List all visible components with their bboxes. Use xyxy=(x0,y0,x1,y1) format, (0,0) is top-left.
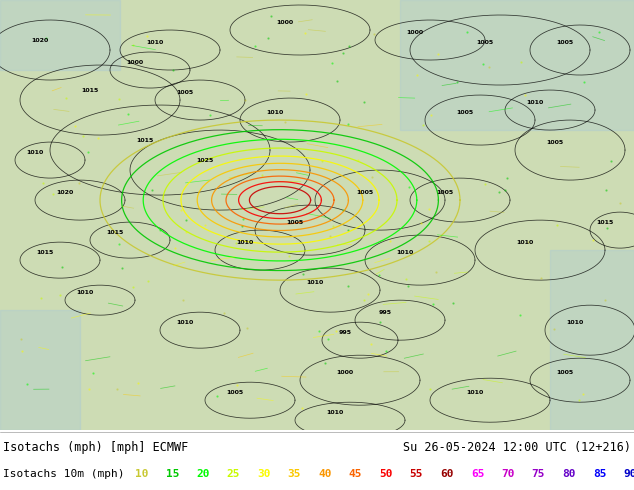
Text: 1010: 1010 xyxy=(266,110,283,115)
Text: 1000: 1000 xyxy=(406,29,424,34)
Text: 1005: 1005 xyxy=(456,110,474,115)
Text: 1005: 1005 xyxy=(476,40,494,45)
Text: 1010: 1010 xyxy=(27,149,44,154)
Text: 1000: 1000 xyxy=(126,59,143,65)
Text: 1005: 1005 xyxy=(287,220,304,224)
Text: 1010: 1010 xyxy=(306,280,323,285)
Text: 20: 20 xyxy=(197,469,210,479)
Text: 1015: 1015 xyxy=(597,220,614,224)
Bar xyxy=(0,0,120,70)
Text: 1005: 1005 xyxy=(547,140,564,145)
Text: 1025: 1025 xyxy=(197,158,214,163)
Text: 995: 995 xyxy=(378,310,392,315)
Text: 1020: 1020 xyxy=(31,38,49,43)
Text: 70: 70 xyxy=(501,469,515,479)
Text: 1005: 1005 xyxy=(176,90,193,95)
Text: Isotachs (mph) [mph] ECMWF: Isotachs (mph) [mph] ECMWF xyxy=(3,441,188,454)
Text: 1015: 1015 xyxy=(36,249,54,255)
Text: 1005: 1005 xyxy=(557,369,574,375)
Text: Su 26-05-2024 12:00 UTC (12+216): Su 26-05-2024 12:00 UTC (12+216) xyxy=(403,441,631,454)
Text: 75: 75 xyxy=(532,469,545,479)
Text: 10: 10 xyxy=(135,469,149,479)
Text: 1015: 1015 xyxy=(136,138,153,143)
Text: 1010: 1010 xyxy=(176,319,193,325)
Text: 1010: 1010 xyxy=(146,40,164,45)
Text: 60: 60 xyxy=(440,469,454,479)
Text: 1010: 1010 xyxy=(516,240,534,245)
Text: 1010: 1010 xyxy=(76,290,94,294)
Text: Isotachs 10m (mph): Isotachs 10m (mph) xyxy=(3,469,124,479)
Text: 90: 90 xyxy=(623,469,634,479)
Text: 1000: 1000 xyxy=(276,20,294,25)
Text: 1010: 1010 xyxy=(396,249,413,255)
Text: 1010: 1010 xyxy=(236,240,254,245)
Text: 1005: 1005 xyxy=(557,40,574,45)
Text: 30: 30 xyxy=(257,469,271,479)
Text: 1010: 1010 xyxy=(467,390,484,395)
Text: 35: 35 xyxy=(288,469,301,479)
Text: 995: 995 xyxy=(339,330,352,335)
Text: 1005: 1005 xyxy=(356,190,373,195)
Text: 65: 65 xyxy=(471,469,484,479)
Text: 45: 45 xyxy=(349,469,362,479)
Text: 1020: 1020 xyxy=(56,190,74,195)
Text: 1005: 1005 xyxy=(226,390,243,395)
Text: 80: 80 xyxy=(562,469,576,479)
Text: 1000: 1000 xyxy=(337,369,354,375)
Text: 40: 40 xyxy=(318,469,332,479)
Text: 85: 85 xyxy=(593,469,606,479)
Text: 50: 50 xyxy=(379,469,392,479)
Text: 1010: 1010 xyxy=(566,319,584,325)
Text: 15: 15 xyxy=(165,469,179,479)
Bar xyxy=(400,0,634,130)
Text: 1010: 1010 xyxy=(526,99,543,104)
Text: 55: 55 xyxy=(410,469,424,479)
Text: 25: 25 xyxy=(227,469,240,479)
Text: 1010: 1010 xyxy=(327,410,344,415)
Text: 1005: 1005 xyxy=(436,190,453,195)
Text: 1015: 1015 xyxy=(107,230,124,235)
Bar xyxy=(0,310,80,430)
Bar xyxy=(550,250,634,430)
Text: 1015: 1015 xyxy=(81,88,99,93)
